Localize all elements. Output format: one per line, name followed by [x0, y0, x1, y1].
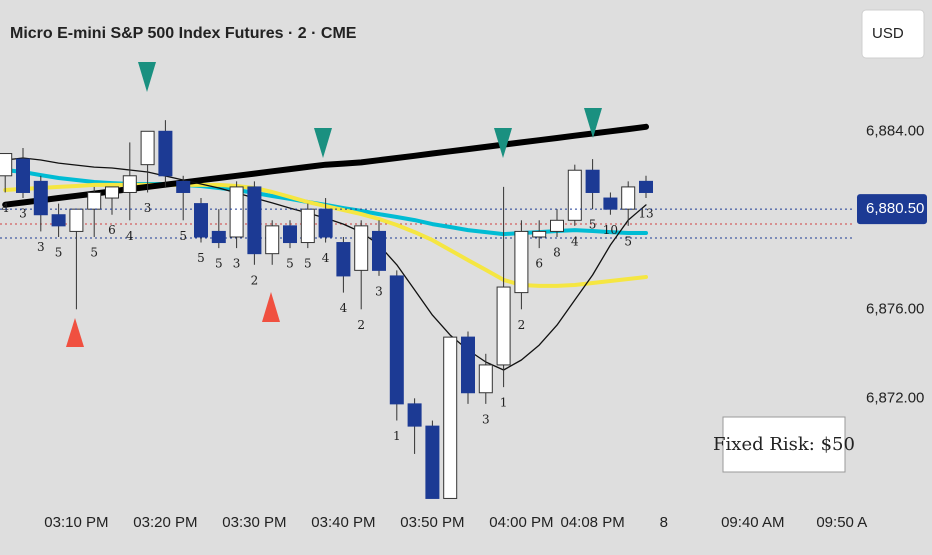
count-label: 1 — [393, 429, 401, 443]
count-label: 5 — [286, 257, 294, 271]
count-label: 6 — [108, 223, 116, 237]
sell-signal — [314, 128, 332, 158]
count-label: 2 — [518, 318, 526, 332]
candle-body — [87, 191, 102, 210]
candle-body — [318, 208, 333, 238]
count-label: 4 — [322, 251, 330, 265]
sell-signal — [584, 108, 602, 138]
count-label: 13 — [638, 207, 653, 221]
count-label: 3 — [37, 240, 45, 254]
candle-body — [639, 180, 653, 193]
currency-button[interactable] — [861, 9, 925, 59]
y-tick-label: 6,884.00 — [866, 122, 924, 139]
candle-body — [176, 180, 191, 193]
count-label: 5 — [197, 251, 205, 265]
candle-body — [140, 130, 155, 166]
sell-signal — [138, 62, 156, 92]
count-label: 4 — [126, 229, 134, 243]
candle-body — [265, 225, 280, 255]
candle-body — [105, 186, 119, 199]
count-label: 5 — [589, 218, 597, 232]
count-label: 5 — [304, 257, 312, 271]
candle-body — [407, 403, 422, 427]
count-label: 3 — [482, 412, 490, 426]
x-tick-label: 09:40 AM — [721, 514, 784, 531]
candle-body — [69, 208, 84, 232]
y-tick-label: 6,876.00 — [866, 300, 924, 317]
x-tick-label: 03:20 PM — [133, 514, 197, 531]
count-label: 10 — [603, 223, 618, 237]
chart-title: Micro E-mini S&P 500 Index Futures · 2 ·… — [10, 25, 357, 42]
candle-body — [229, 186, 244, 238]
candle-body — [372, 230, 386, 271]
candle-body — [33, 180, 48, 216]
candle-body — [354, 225, 369, 271]
count-label: 4 — [571, 234, 579, 248]
sell-signal — [494, 128, 512, 158]
candle-body — [496, 286, 511, 366]
buy-signal — [66, 318, 84, 347]
count-label: 1 — [500, 396, 508, 410]
count-label: 3 — [144, 201, 152, 215]
candle-body — [122, 175, 137, 193]
candle-body — [194, 203, 208, 238]
signals — [66, 62, 602, 347]
count-label: 3 — [375, 284, 383, 298]
candle-body — [16, 158, 30, 193]
count-label: 3 — [19, 207, 27, 221]
count-label: 4 — [1, 201, 9, 215]
annotation: Fixed Risk: $50 — [713, 434, 855, 455]
candle-body — [211, 230, 226, 244]
candle-body — [425, 425, 440, 499]
candle-body — [336, 242, 351, 277]
candle-body — [514, 230, 529, 294]
x-tick-label: 03:50 PM — [400, 514, 464, 531]
candle-body — [283, 225, 297, 244]
y-tick-label: 6,872.00 — [866, 389, 924, 406]
x-tick-label: 03:10 PM — [44, 514, 108, 531]
candle-body — [532, 230, 547, 238]
last-price-box — [857, 194, 927, 225]
currency-label[interactable]: USD — [872, 25, 904, 42]
count-label: 5 — [215, 257, 223, 271]
candle-body — [585, 169, 600, 193]
annotation-box — [722, 416, 846, 473]
x-tick-label: 03:40 PM — [311, 514, 375, 531]
x-tick-label: 09:50 A — [816, 514, 867, 531]
x-tick-label: 03:30 PM — [222, 514, 286, 531]
last-price-label: 6,880.50 — [866, 200, 924, 217]
x-tick-label: 04:00 PM — [489, 514, 553, 531]
buy-signal — [262, 292, 280, 322]
count-label: 5 — [624, 234, 632, 248]
candle-body — [550, 219, 564, 232]
count-label: 5 — [179, 229, 187, 243]
x-tick-label: 8 — [660, 514, 668, 531]
candle-body — [461, 336, 475, 394]
count-label: 5 — [90, 245, 98, 259]
candle-body — [51, 214, 66, 227]
candle-body — [478, 364, 493, 394]
count-label: 2 — [357, 318, 365, 332]
count-label: 4 — [340, 301, 348, 315]
candle-body — [603, 197, 618, 210]
count-label: 6 — [535, 257, 543, 271]
candle-body — [247, 186, 262, 255]
candle-body — [389, 275, 404, 405]
candle-body — [621, 186, 636, 210]
candle-body — [567, 169, 582, 221]
candle-body — [0, 153, 13, 177]
count-label: 5 — [55, 245, 63, 259]
candle-body — [158, 130, 173, 177]
count-label: 8 — [553, 245, 561, 259]
candle-body — [300, 208, 315, 244]
count-label: 2 — [251, 273, 259, 287]
count-label: 3 — [233, 257, 241, 271]
x-tick-label: 04:08 PM — [560, 514, 624, 531]
candle-body — [443, 336, 458, 499]
